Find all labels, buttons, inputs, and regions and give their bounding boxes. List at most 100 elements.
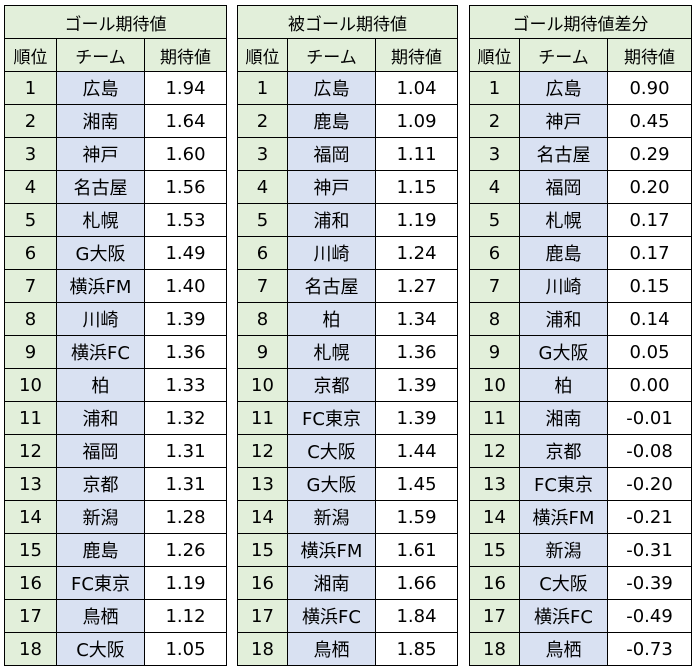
team-cell: C大阪 xyxy=(287,434,376,468)
rank-cell: 11 xyxy=(237,401,288,435)
rank-cell: 15 xyxy=(469,533,520,567)
xga-table-header-row: 順位 チーム 期待値 xyxy=(237,38,458,72)
value-cell: 1.19 xyxy=(143,566,228,600)
table-row: 14 横浜FM -0.21 xyxy=(469,500,693,534)
rank-cell: 14 xyxy=(469,500,520,534)
team-cell: 神戸 xyxy=(56,137,145,171)
team-cell: 名古屋 xyxy=(287,269,376,303)
rank-cell: 12 xyxy=(469,434,520,468)
value-cell: 1.04 xyxy=(375,71,458,105)
team-cell: 浦和 xyxy=(519,302,608,336)
value-cell: -0.08 xyxy=(606,434,693,468)
table-row: 6 G大阪 1.49 xyxy=(4,236,228,270)
table-row: 1 広島 1.94 xyxy=(4,71,228,105)
rank-cell: 6 xyxy=(4,236,57,270)
table-row: 13 FC東京 -0.20 xyxy=(469,467,693,501)
column-header-rank: 順位 xyxy=(237,38,288,72)
value-cell: 1.60 xyxy=(143,137,228,171)
table-row: 17 横浜FC 1.84 xyxy=(237,599,458,633)
team-cell: 鹿島 xyxy=(519,236,608,270)
table-row: 9 G大阪 0.05 xyxy=(469,335,693,369)
table-row: 6 川崎 1.24 xyxy=(237,236,458,270)
team-cell: 浦和 xyxy=(287,203,376,237)
value-cell: 1.09 xyxy=(375,104,458,138)
value-cell: -0.31 xyxy=(606,533,693,567)
rank-cell: 4 xyxy=(469,170,520,204)
rank-cell: 7 xyxy=(237,269,288,303)
rank-cell: 17 xyxy=(237,599,288,633)
value-cell: 1.26 xyxy=(143,533,228,567)
value-cell: 1.36 xyxy=(143,335,228,369)
column-header-team: チーム xyxy=(519,38,608,72)
rank-cell: 13 xyxy=(237,467,288,501)
value-cell: 1.64 xyxy=(143,104,228,138)
team-cell: FC東京 xyxy=(519,467,608,501)
team-cell: G大阪 xyxy=(56,236,145,270)
value-cell: 0.29 xyxy=(606,137,693,171)
rank-cell: 4 xyxy=(237,170,288,204)
value-cell: 1.39 xyxy=(143,302,228,336)
rank-cell: 17 xyxy=(469,599,520,633)
value-cell: 1.84 xyxy=(375,599,458,633)
table-row: 11 浦和 1.32 xyxy=(4,401,228,435)
table-row: 1 広島 0.90 xyxy=(469,71,693,105)
rank-cell: 12 xyxy=(4,434,57,468)
rank-cell: 16 xyxy=(237,566,288,600)
table-row: 15 鹿島 1.26 xyxy=(4,533,228,567)
team-cell: 新潟 xyxy=(519,533,608,567)
team-cell: 浦和 xyxy=(56,401,145,435)
value-cell: 1.45 xyxy=(375,467,458,501)
team-cell: 川崎 xyxy=(287,236,376,270)
team-cell: 鳥栖 xyxy=(519,632,608,666)
team-cell: 鳥栖 xyxy=(56,599,145,633)
column-header-value: 期待値 xyxy=(143,38,228,72)
column-header-team: チーム xyxy=(287,38,376,72)
rank-cell: 11 xyxy=(469,401,520,435)
team-cell: 横浜FC xyxy=(287,599,376,633)
table-row: 11 湘南 -0.01 xyxy=(469,401,693,435)
team-cell: 名古屋 xyxy=(519,137,608,171)
team-cell: 柏 xyxy=(287,302,376,336)
table-row: 8 川崎 1.39 xyxy=(4,302,228,336)
rank-cell: 3 xyxy=(237,137,288,171)
column-header-rank: 順位 xyxy=(4,38,57,72)
value-cell: 1.15 xyxy=(375,170,458,204)
team-cell: 広島 xyxy=(287,71,376,105)
rank-cell: 3 xyxy=(469,137,520,171)
table-row: 10 柏 1.33 xyxy=(4,368,228,402)
team-cell: 湘南 xyxy=(519,401,608,435)
table-row: 5 札幌 0.17 xyxy=(469,203,693,237)
team-cell: C大阪 xyxy=(519,566,608,600)
value-cell: 1.32 xyxy=(143,401,228,435)
team-cell: 福岡 xyxy=(56,434,145,468)
value-cell: 1.85 xyxy=(375,632,458,666)
value-cell: -0.20 xyxy=(606,467,693,501)
rank-cell: 13 xyxy=(469,467,520,501)
table-row: 7 横浜FM 1.40 xyxy=(4,269,228,303)
table-row: 8 柏 1.34 xyxy=(237,302,458,336)
value-cell: 1.36 xyxy=(375,335,458,369)
rank-cell: 10 xyxy=(237,368,288,402)
table-row: 18 C大阪 1.05 xyxy=(4,632,228,666)
value-cell: 1.49 xyxy=(143,236,228,270)
rank-cell: 5 xyxy=(237,203,288,237)
column-header-value: 期待値 xyxy=(375,38,458,72)
team-cell: 鳥栖 xyxy=(287,632,376,666)
table-row: 15 新潟 -0.31 xyxy=(469,533,693,567)
team-cell: 新潟 xyxy=(287,500,376,534)
team-cell: 横浜FM xyxy=(287,533,376,567)
value-cell: 0.45 xyxy=(606,104,693,138)
value-cell: 1.39 xyxy=(375,401,458,435)
team-cell: 京都 xyxy=(56,467,145,501)
table-row: 5 札幌 1.53 xyxy=(4,203,228,237)
table-row: 8 浦和 0.14 xyxy=(469,302,693,336)
table-row: 12 C大阪 1.44 xyxy=(237,434,458,468)
xg-diff-table-body: 1 広島 0.90 2 神戸 0.45 3 名古屋 0.29 4 福岡 0.20 5 札幌 0.17 6 鹿島 0… xyxy=(469,71,693,666)
table-row: 2 鹿島 1.09 xyxy=(237,104,458,138)
table-row: 4 名古屋 1.56 xyxy=(4,170,228,204)
xg-table-header-row: 順位 チーム 期待値 xyxy=(4,38,228,72)
table-row: 18 鳥栖 1.85 xyxy=(237,632,458,666)
rank-cell: 7 xyxy=(469,269,520,303)
rank-cell: 15 xyxy=(4,533,57,567)
table-row: 13 G大阪 1.45 xyxy=(237,467,458,501)
